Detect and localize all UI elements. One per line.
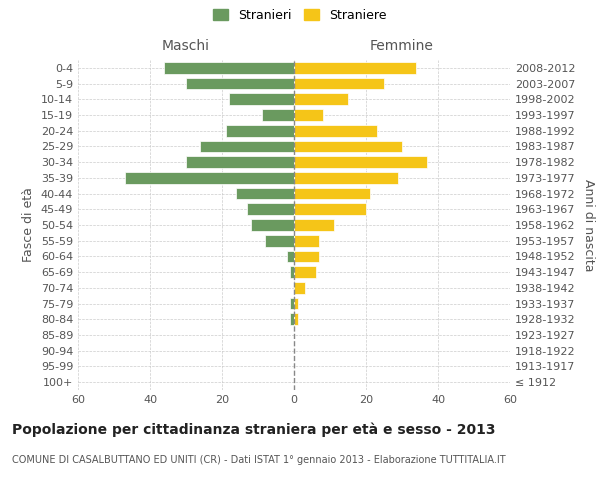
Bar	[290, 314, 294, 325]
Y-axis label: Fasce di età: Fasce di età	[22, 188, 35, 262]
Bar	[294, 94, 348, 105]
Bar	[186, 78, 294, 90]
Text: Femmine: Femmine	[370, 38, 434, 52]
Bar	[294, 219, 334, 231]
Bar	[236, 188, 294, 200]
Bar	[294, 156, 427, 168]
Bar	[294, 298, 298, 310]
Bar	[290, 266, 294, 278]
Bar	[294, 282, 305, 294]
Bar	[294, 314, 298, 325]
Bar	[294, 188, 370, 200]
Bar	[294, 78, 384, 90]
Text: Maschi: Maschi	[162, 38, 210, 52]
Bar	[294, 172, 398, 184]
Bar	[287, 250, 294, 262]
Bar	[186, 156, 294, 168]
Bar	[265, 235, 294, 246]
Bar	[290, 298, 294, 310]
Bar	[247, 204, 294, 215]
Bar	[294, 266, 316, 278]
Bar	[294, 140, 402, 152]
Legend: Stranieri, Straniere: Stranieri, Straniere	[211, 6, 389, 24]
Bar	[294, 204, 366, 215]
Text: Popolazione per cittadinanza straniera per età e sesso - 2013: Popolazione per cittadinanza straniera p…	[12, 422, 496, 437]
Bar	[226, 125, 294, 136]
Bar	[294, 62, 416, 74]
Bar	[200, 140, 294, 152]
Bar	[251, 219, 294, 231]
Bar	[125, 172, 294, 184]
Bar	[294, 109, 323, 121]
Bar	[229, 94, 294, 105]
Bar	[294, 125, 377, 136]
Bar	[262, 109, 294, 121]
Bar	[294, 250, 319, 262]
Text: COMUNE DI CASALBUTTANO ED UNITI (CR) - Dati ISTAT 1° gennaio 2013 - Elaborazione: COMUNE DI CASALBUTTANO ED UNITI (CR) - D…	[12, 455, 506, 465]
Y-axis label: Anni di nascita: Anni di nascita	[582, 179, 595, 271]
Bar	[294, 235, 319, 246]
Bar	[164, 62, 294, 74]
